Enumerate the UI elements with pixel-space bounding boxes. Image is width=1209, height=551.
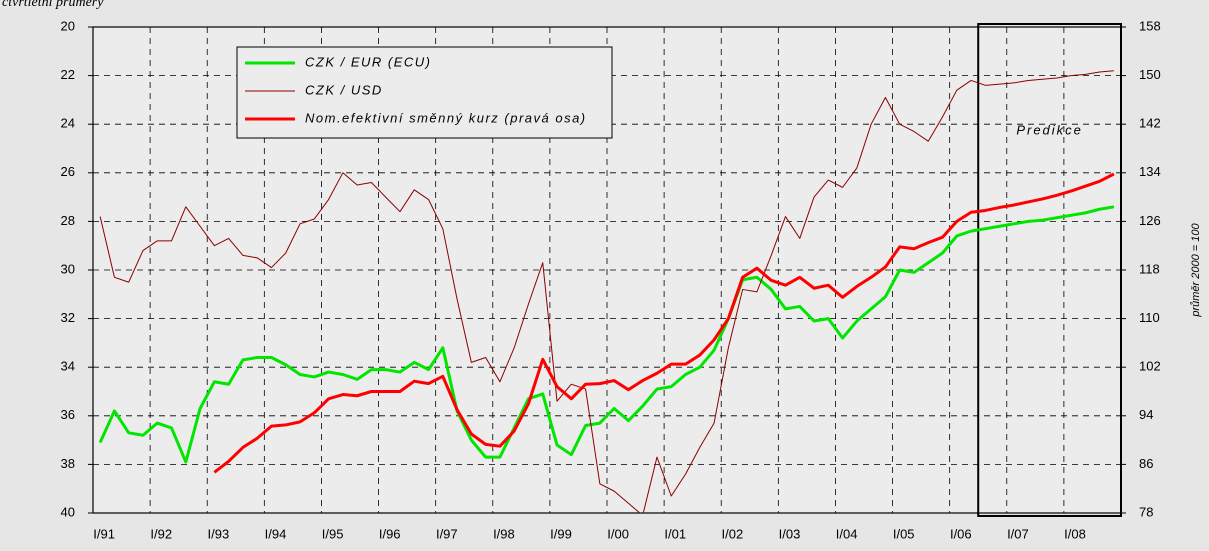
x-tick-label: I/02	[722, 526, 744, 541]
x-tick-label: I/96	[379, 526, 401, 541]
line-series	[98, 205, 1115, 464]
y2-tick-label: 150	[1139, 67, 1161, 82]
y-tick-label: 30	[61, 261, 75, 276]
x-tick-label: I/03	[779, 526, 801, 541]
x-tick-label: I/05	[893, 526, 915, 541]
x-tick-label: I/92	[150, 526, 172, 541]
y-tick-label: 28	[61, 213, 75, 228]
x-tick-label: I/94	[265, 526, 287, 541]
x-tick-label: I/00	[607, 526, 629, 541]
y-tick-label: 34	[61, 359, 75, 374]
prediction-label: Predikce	[1016, 122, 1083, 137]
y2-tick-label: 78	[1139, 504, 1153, 519]
y2-tick-label: 86	[1139, 456, 1153, 471]
y-tick-label: 24	[61, 116, 75, 131]
y-tick-label: 36	[61, 407, 75, 422]
x-tick-label: I/99	[550, 526, 572, 541]
y2-tick-label: 134	[1139, 164, 1161, 179]
y-tick-label: 40	[61, 504, 75, 519]
y2-tick-label: 102	[1139, 359, 1161, 374]
y2-tick-label: 126	[1139, 213, 1161, 228]
y2-tick-label: 142	[1139, 116, 1161, 131]
line-series	[99, 70, 1114, 513]
x-tick-label: I/07	[1007, 526, 1029, 541]
x-tick-label: I/08	[1064, 526, 1086, 541]
plot-frame	[92, 26, 1122, 514]
series-group	[98, 70, 1115, 513]
legend-label: CZK / USD	[305, 82, 383, 97]
x-tick-label: I/04	[836, 526, 858, 541]
x-tick-label: I/93	[208, 526, 230, 541]
y-tick-label: 22	[61, 67, 75, 82]
x-tick-label: I/97	[436, 526, 458, 541]
legend-label: CZK / EUR (ECU)	[305, 54, 432, 69]
x-tick-label: I/95	[322, 526, 344, 541]
y2-tick-label: 94	[1139, 407, 1153, 422]
line-series	[213, 172, 1115, 474]
x-tick-label: I/06	[950, 526, 972, 541]
subtitle: čtvrtletní průměry	[2, 0, 104, 10]
legend-label: Nom.efektivní směnný kurz (pravá osa)	[305, 110, 587, 125]
y2-axis-label: průměr 2000 = 100	[1190, 222, 1202, 317]
y-tick-label: 38	[61, 456, 75, 471]
y2-tick-label: 110	[1139, 310, 1160, 325]
y2-tick-label: 158	[1139, 18, 1161, 33]
y-tick-label: 32	[61, 310, 75, 325]
x-tick-label: I/91	[93, 526, 115, 541]
x-tick-label: I/98	[493, 526, 515, 541]
x-tick-label: I/01	[664, 526, 686, 541]
y2-tick-label: 118	[1139, 261, 1160, 276]
y-tick-label: 20	[61, 18, 75, 33]
legend-box	[236, 46, 613, 139]
y-tick-label: 26	[61, 164, 75, 179]
